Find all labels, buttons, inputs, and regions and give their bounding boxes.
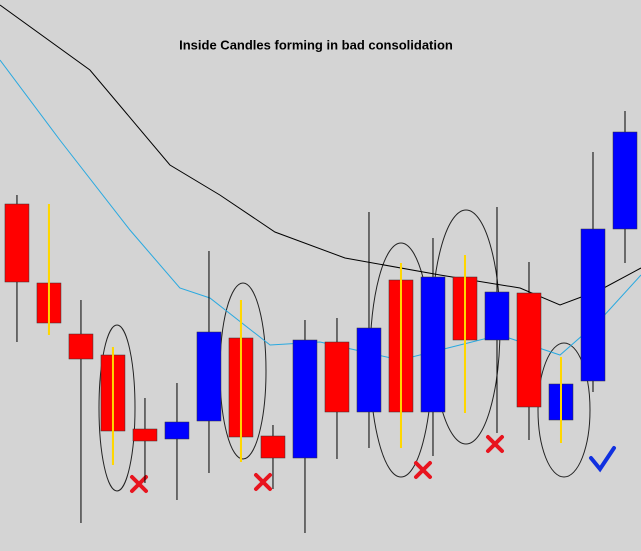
candle-body xyxy=(484,291,510,341)
moving-average-line xyxy=(0,4,641,306)
candle-body xyxy=(164,421,190,440)
candle-body xyxy=(356,327,382,413)
ellipse xyxy=(537,342,591,478)
ellipse xyxy=(98,324,136,492)
cross-icon xyxy=(130,475,148,493)
candle-body xyxy=(260,435,286,459)
candle-body xyxy=(516,292,542,408)
candle-body xyxy=(420,276,446,413)
candle-body xyxy=(68,333,94,360)
cross-icon xyxy=(486,435,504,453)
cross-icon xyxy=(414,461,432,479)
candle-body xyxy=(292,339,318,459)
candle-body xyxy=(580,228,606,382)
moving-average-line xyxy=(0,59,641,361)
candle-body xyxy=(612,131,638,230)
candle-body xyxy=(196,331,222,422)
chart-title: Inside Candles forming in bad consolidat… xyxy=(179,37,453,52)
candle-body xyxy=(4,203,30,283)
cross-icon xyxy=(254,473,272,491)
candle-body xyxy=(324,341,350,413)
check-icon xyxy=(589,446,616,473)
cross-marks xyxy=(130,435,504,493)
candle-body xyxy=(132,428,158,442)
